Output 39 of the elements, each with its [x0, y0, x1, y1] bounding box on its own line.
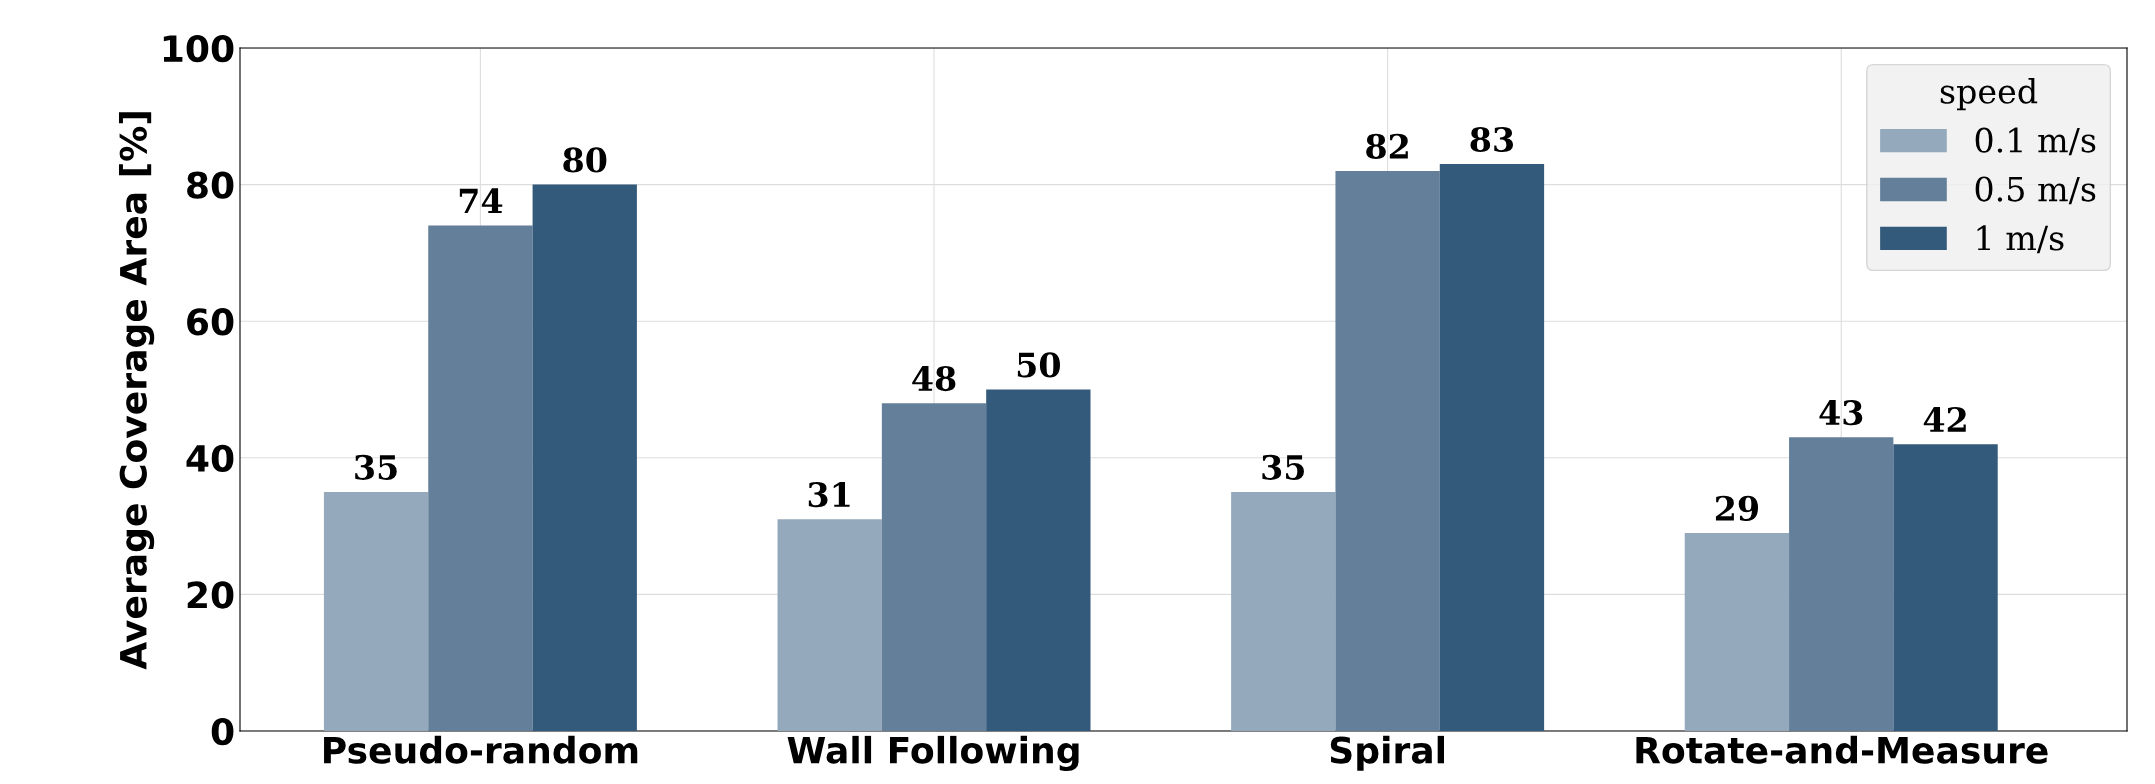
legend-label: 0.5 m/s	[1975, 176, 2096, 205]
data-label: 35	[355, 454, 397, 480]
data-label: 83	[1470, 126, 1514, 153]
data-label: 48	[912, 365, 956, 392]
data-label: 31	[808, 482, 850, 508]
bar	[986, 389, 1091, 731]
data-label: 50	[1017, 352, 1060, 378]
bar	[777, 519, 882, 731]
bar	[428, 225, 533, 731]
y-tick-label: 0	[211, 717, 234, 746]
data-label: 74	[459, 188, 503, 214]
x-tick-label: Rotate-and-Measure	[1636, 735, 2048, 764]
y-tick-label: 100	[163, 34, 234, 63]
data-label: 35	[1262, 454, 1304, 480]
bar	[1439, 164, 1545, 731]
bar	[1684, 532, 1790, 731]
bar	[1893, 444, 1998, 731]
bar	[532, 184, 637, 731]
legend-title: speed	[1940, 78, 2038, 111]
bar	[1231, 491, 1336, 731]
y-tick-label: 20	[187, 581, 234, 609]
y-tick-label: 80	[187, 171, 234, 199]
legend-label: 0.1 m/s	[1975, 127, 2096, 156]
bar	[323, 491, 429, 731]
data-label: 80	[563, 147, 607, 173]
x-tick-label: Pseudo-random	[324, 735, 638, 764]
data-label: 42	[1923, 406, 1966, 432]
data-label: 43	[1819, 400, 1863, 426]
y-axis-title: Average Coverage Area [%]	[118, 112, 155, 670]
data-label: 82	[1366, 133, 1408, 159]
legend-label: 1 m/s	[1977, 225, 2064, 254]
x-tick-label: Wall Following	[787, 735, 1079, 772]
y-tick-label: 60	[187, 308, 234, 336]
x-tick-label: Spiral	[1330, 735, 1444, 771]
data-label: 29	[1715, 495, 1758, 521]
y-tick-label: 40	[186, 444, 234, 473]
bar	[1335, 170, 1440, 731]
bar	[881, 403, 987, 731]
bar	[1789, 437, 1894, 731]
